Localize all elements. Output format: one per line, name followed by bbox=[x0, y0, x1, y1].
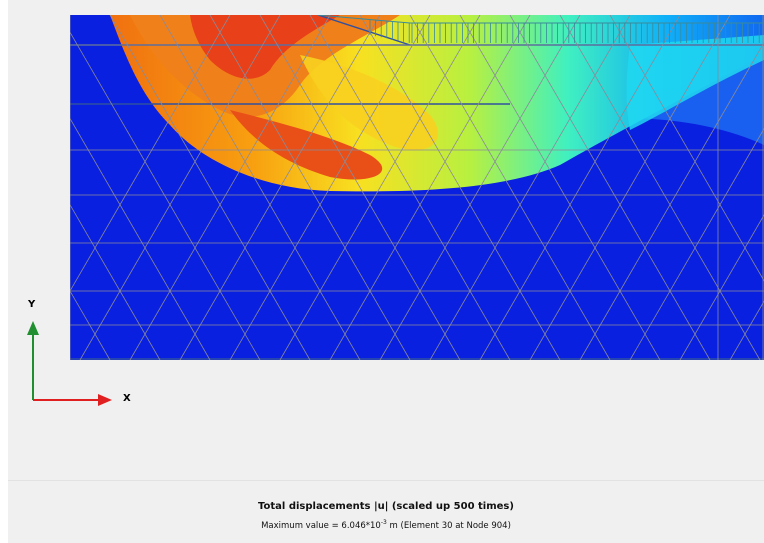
maximum-value-text: Maximum value = 6.046*10-3 m (Element 30… bbox=[8, 519, 764, 531]
xy-axis-triad-icon: Y X bbox=[23, 295, 153, 410]
distributed-load-arrows-icon bbox=[317, 15, 764, 24]
excavation-slope-line bbox=[317, 15, 411, 46]
displacement-contour-plot[interactable] bbox=[70, 15, 764, 360]
max-value-suffix: m (Element 30 at Node 904) bbox=[386, 520, 511, 531]
contour-band-cyan bbox=[626, 35, 764, 130]
y-axis-arrowhead bbox=[27, 321, 39, 335]
contour-band-red-inner bbox=[190, 15, 340, 79]
y-axis-label: Y bbox=[28, 299, 36, 310]
contour-band-yellow bbox=[300, 55, 438, 151]
max-value-exponent: -3 bbox=[380, 519, 387, 526]
plot-title: Total displacements |u| (scaled up 500 t… bbox=[258, 501, 514, 512]
fe-mesh bbox=[70, 15, 764, 360]
x-axis-arrowhead bbox=[98, 394, 112, 406]
plot-caption-bar: Total displacements |u| (scaled up 500 t… bbox=[8, 480, 764, 543]
contour-band-red-lower bbox=[230, 110, 383, 180]
x-axis-label: X bbox=[123, 393, 131, 404]
model-viewport[interactable]: Y X bbox=[8, 0, 764, 480]
load-arrow-group bbox=[369, 19, 760, 43]
max-value-prefix: Maximum value = 6.046*10 bbox=[261, 520, 381, 531]
